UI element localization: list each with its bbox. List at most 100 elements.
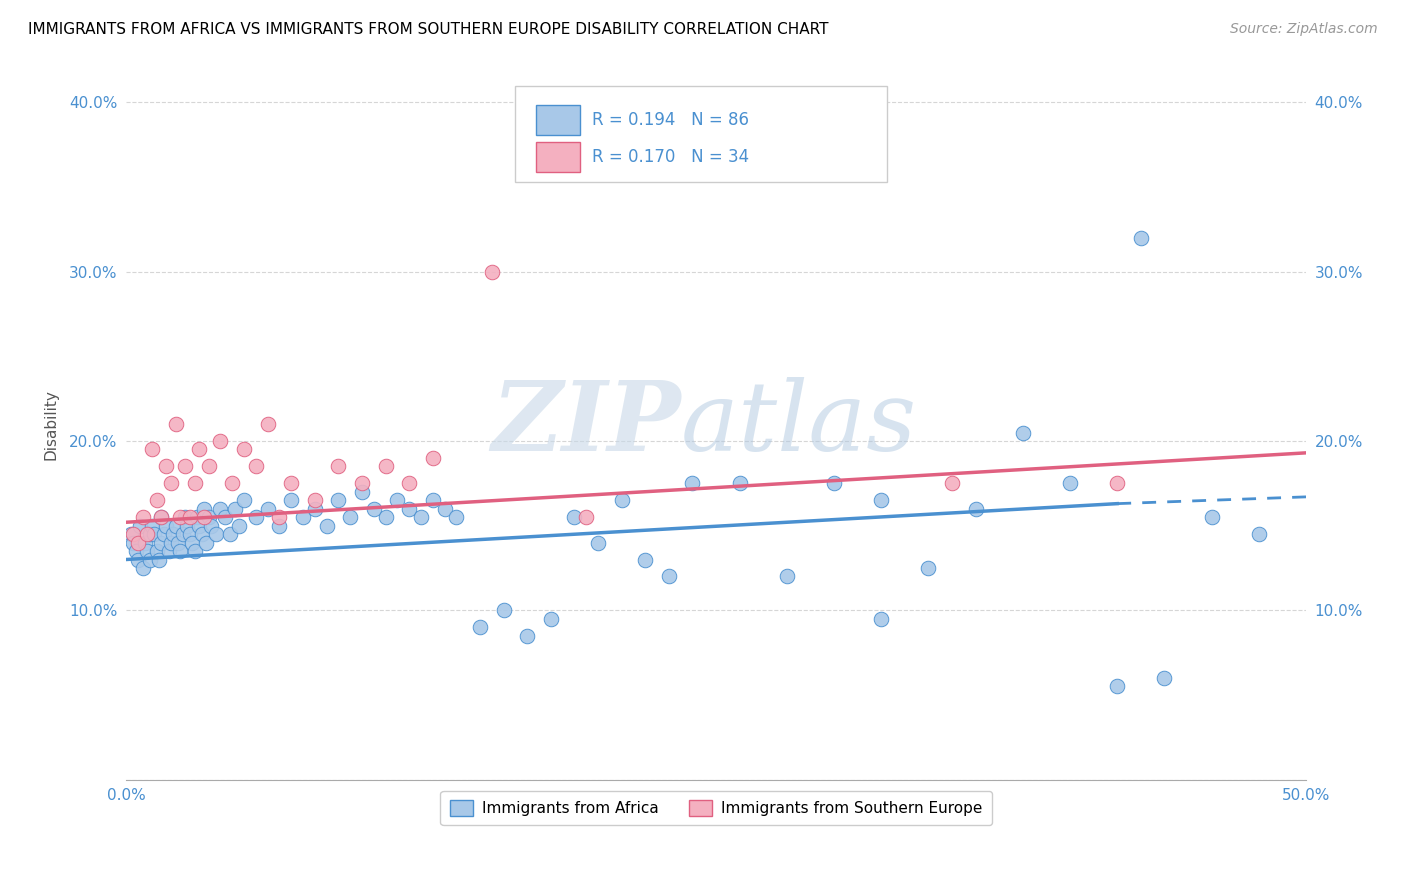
Point — [610, 493, 633, 508]
Point — [145, 493, 167, 508]
Point — [141, 518, 163, 533]
Point — [233, 442, 256, 457]
Point — [304, 501, 326, 516]
Point — [155, 459, 177, 474]
Point — [200, 518, 222, 533]
Point — [131, 561, 153, 575]
Point — [165, 417, 187, 431]
Point — [586, 535, 609, 549]
Point — [870, 612, 893, 626]
Point — [209, 434, 232, 448]
Point — [917, 561, 939, 575]
Point — [167, 535, 190, 549]
Point — [120, 527, 142, 541]
Point — [245, 459, 267, 474]
Point — [176, 518, 198, 533]
Point — [219, 527, 242, 541]
Point — [280, 476, 302, 491]
Point — [190, 527, 212, 541]
Point — [387, 493, 409, 508]
Point — [127, 535, 149, 549]
Point — [352, 476, 374, 491]
Text: atlas: atlas — [681, 377, 917, 471]
Point — [214, 510, 236, 524]
Point — [122, 535, 145, 549]
Point — [398, 501, 420, 516]
Point — [160, 535, 183, 549]
Point — [127, 552, 149, 566]
Point — [1201, 510, 1223, 524]
Point — [197, 459, 219, 474]
Point — [1107, 680, 1129, 694]
Point — [150, 510, 173, 524]
Legend: Immigrants from Africa, Immigrants from Southern Europe: Immigrants from Africa, Immigrants from … — [440, 791, 991, 825]
Point — [1129, 231, 1152, 245]
Point — [136, 527, 159, 541]
Text: IMMIGRANTS FROM AFRICA VS IMMIGRANTS FROM SOUTHERN EUROPE DISABILITY CORRELATION: IMMIGRANTS FROM AFRICA VS IMMIGRANTS FRO… — [28, 22, 828, 37]
Point — [141, 442, 163, 457]
Point — [143, 527, 166, 541]
Point — [150, 535, 173, 549]
Point — [160, 476, 183, 491]
Point — [153, 527, 176, 541]
Point — [174, 510, 197, 524]
Point — [148, 552, 170, 566]
Point — [124, 544, 146, 558]
Point — [1153, 671, 1175, 685]
Point — [965, 501, 987, 516]
Y-axis label: Disability: Disability — [44, 389, 58, 459]
Point — [183, 476, 205, 491]
Point — [157, 544, 180, 558]
Point — [658, 569, 681, 583]
Point — [870, 493, 893, 508]
Point — [398, 476, 420, 491]
Point — [269, 510, 291, 524]
Point — [328, 493, 350, 508]
Point — [179, 510, 201, 524]
Point — [374, 459, 396, 474]
Point — [193, 501, 215, 516]
Point — [422, 493, 444, 508]
FancyBboxPatch shape — [536, 143, 581, 172]
Point — [224, 501, 246, 516]
Point — [280, 493, 302, 508]
Point — [564, 510, 586, 524]
Point — [162, 527, 184, 541]
Text: R = 0.194   N = 86: R = 0.194 N = 86 — [592, 112, 749, 129]
Point — [145, 544, 167, 558]
Point — [304, 493, 326, 508]
Point — [468, 620, 491, 634]
Point — [481, 265, 503, 279]
Point — [339, 510, 361, 524]
Point — [150, 510, 173, 524]
Point — [776, 569, 799, 583]
Point — [183, 544, 205, 558]
Point — [292, 510, 315, 524]
Point — [186, 510, 208, 524]
Point — [328, 459, 350, 474]
Point — [233, 493, 256, 508]
Point — [122, 527, 145, 541]
Point — [352, 484, 374, 499]
Point — [181, 535, 204, 549]
Point — [540, 612, 562, 626]
Text: Source: ZipAtlas.com: Source: ZipAtlas.com — [1230, 22, 1378, 37]
Point — [155, 518, 177, 533]
Point — [172, 527, 194, 541]
Point — [433, 501, 456, 516]
Point — [575, 510, 598, 524]
Point — [188, 442, 211, 457]
Point — [195, 535, 218, 549]
Point — [422, 450, 444, 465]
Point — [682, 476, 704, 491]
Point — [269, 518, 291, 533]
Point — [728, 476, 751, 491]
Text: R = 0.170   N = 34: R = 0.170 N = 34 — [592, 148, 749, 167]
Point — [256, 501, 278, 516]
Point — [169, 510, 191, 524]
Point — [245, 510, 267, 524]
Point — [134, 535, 156, 549]
Point — [446, 510, 468, 524]
Point — [138, 552, 160, 566]
Point — [634, 552, 657, 566]
